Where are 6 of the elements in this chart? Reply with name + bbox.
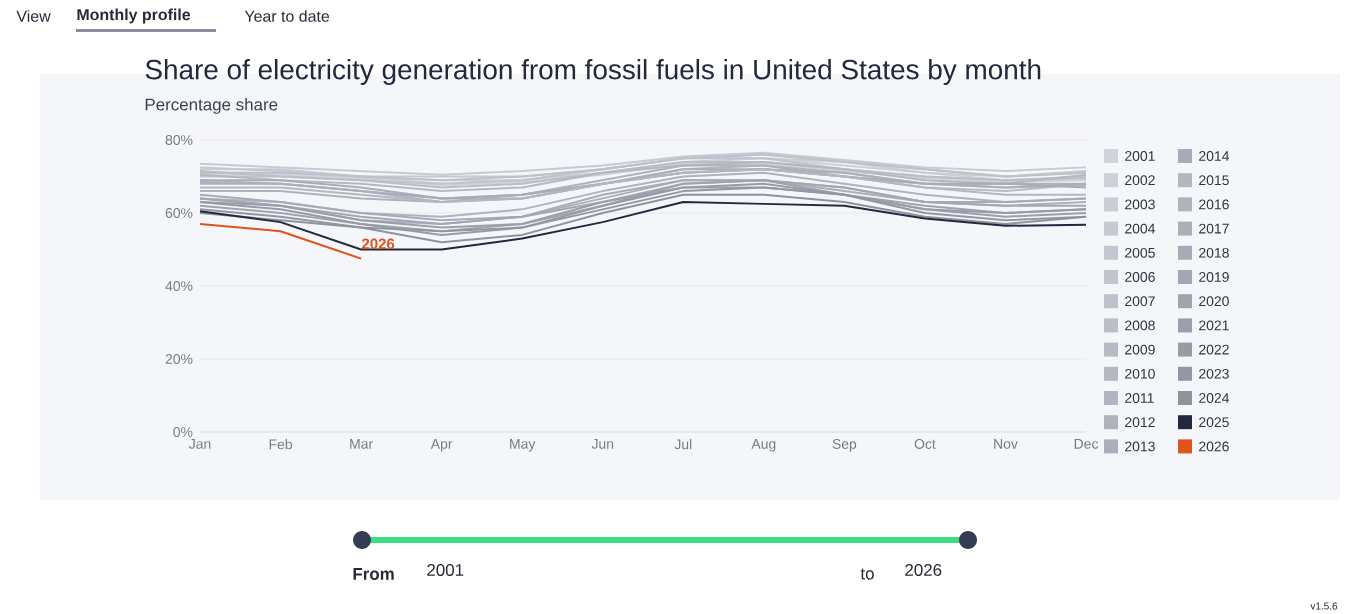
- text: 2001: [427, 564, 464, 576]
- text: to: [860, 568, 874, 580]
- chart-subtitle: Percentage share: [145, 98, 278, 114]
- chart-title: Share of electricity generation from fossil fuels in United States by month: [145, 58, 1041, 85]
- text: From: [353, 568, 394, 580]
- text: 2026: [905, 564, 942, 576]
